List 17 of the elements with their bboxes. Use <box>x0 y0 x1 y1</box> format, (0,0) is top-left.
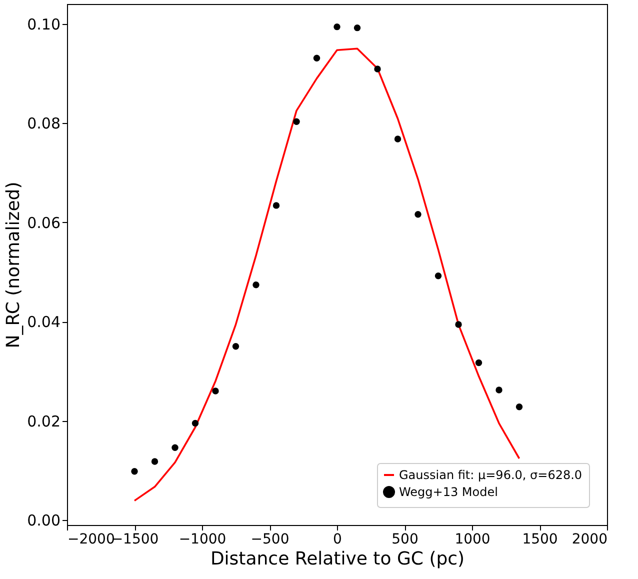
x-axis-title: Distance Relative to GC (pc) <box>210 548 465 570</box>
x-tick-label: 1500 <box>522 532 558 548</box>
x-tick-label: 1000 <box>454 532 490 548</box>
legend-label: Wegg+13 Model <box>399 485 498 499</box>
y-tick-label: 0.02 <box>27 412 60 430</box>
y-axis-title: N_RC (normalized) <box>3 182 24 348</box>
y-tick-label: 0.08 <box>27 114 60 133</box>
y-tick-label: 0.10 <box>27 15 60 34</box>
y-tick-label: 0.04 <box>27 313 60 332</box>
x-tick-label: 2000 <box>572 532 608 548</box>
x-tick-label: 0 <box>333 532 342 548</box>
x-tick-label: −500 <box>250 532 290 548</box>
y-tick-label: 0.00 <box>27 512 60 530</box>
y-tick-label: 0.06 <box>27 214 60 232</box>
x-tick-label: 500 <box>392 532 418 548</box>
x-tick-label: −1000 <box>178 532 226 548</box>
legend-label: Gaussian fit: μ=96.0, σ=628.0 <box>399 468 582 482</box>
